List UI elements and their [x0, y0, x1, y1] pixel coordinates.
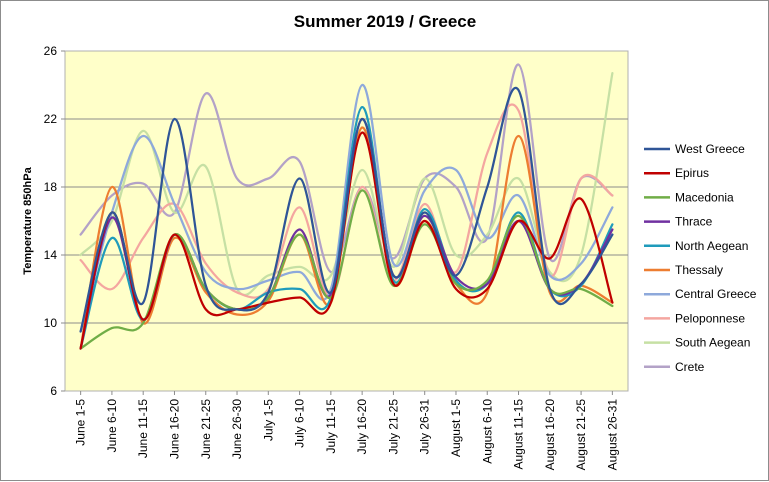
x-tick-label: August 11-15	[512, 399, 526, 470]
chart-title: Summer 2019 / Greece	[294, 12, 476, 31]
series-line-central-greece	[79, 83, 614, 333]
legend-label-peloponnese: Peloponnese	[675, 311, 745, 325]
x-tick-label: June 21-25	[199, 399, 213, 459]
x-tick-label: June 26-30	[230, 399, 244, 459]
x-axis-ticks: June 1-5 June 6-10 June 11-15 June 16-20 Jun…	[74, 391, 619, 471]
legend-label-north-aegean: North Aegean	[675, 239, 748, 253]
x-tick-label: July 11-15	[324, 399, 338, 454]
legend-label-thrace: Thrace	[675, 215, 713, 229]
legend-label-west-greece: West Greece	[675, 142, 745, 156]
x-tick-label: June 6-10	[105, 399, 119, 453]
x-tick-label: June 1-5	[74, 399, 88, 446]
x-tick-label: July 26-31	[418, 399, 432, 455]
x-tick-label: August 16-20	[543, 399, 557, 471]
series-line-south-aegean	[79, 71, 614, 297]
x-tick-label: August 26-31	[605, 399, 619, 471]
y-tick-label: 26	[44, 44, 58, 58]
legend-label-central-greece: Central Greece	[675, 287, 757, 301]
y-tick-label: 18	[44, 180, 58, 194]
y-tick-label: 6	[50, 384, 57, 398]
legend-label-epirus: Epirus	[675, 166, 709, 180]
legend: West Greece Epirus Macedonia Thrace North Ae…	[644, 142, 757, 374]
x-tick-label: August 6-10	[480, 399, 494, 464]
x-tick-label: July 1-5	[261, 399, 275, 441]
x-tick-label: July 6-10	[293, 399, 307, 448]
x-tick-label: August 1-5	[449, 399, 463, 457]
y-tick-label: 22	[44, 112, 58, 126]
x-tick-label: June 11-15	[136, 399, 150, 458]
legend-label-thessaly: Thessaly	[675, 263, 723, 277]
legend-label-south-aegean: South Aegean	[675, 336, 750, 350]
legend-label-crete: Crete	[675, 360, 705, 374]
y-tick-label: 14	[44, 248, 58, 262]
series-lines	[79, 63, 614, 350]
series-line-west-greece	[79, 86, 614, 333]
x-tick-label: June 16-20	[167, 399, 181, 459]
y-axis-ticks: 6 10 14 18 22 26	[44, 44, 65, 398]
x-tick-label: July 16-20	[355, 399, 369, 455]
x-tick-label: July 21-25	[386, 399, 400, 455]
x-tick-label: August 21-25	[574, 399, 588, 471]
y-tick-label: 10	[44, 316, 58, 330]
legend-label-macedonia: Macedonia	[675, 190, 734, 204]
y-axis-label: Temperature 850hPa	[22, 166, 34, 274]
series-line-peloponnese	[79, 103, 614, 299]
